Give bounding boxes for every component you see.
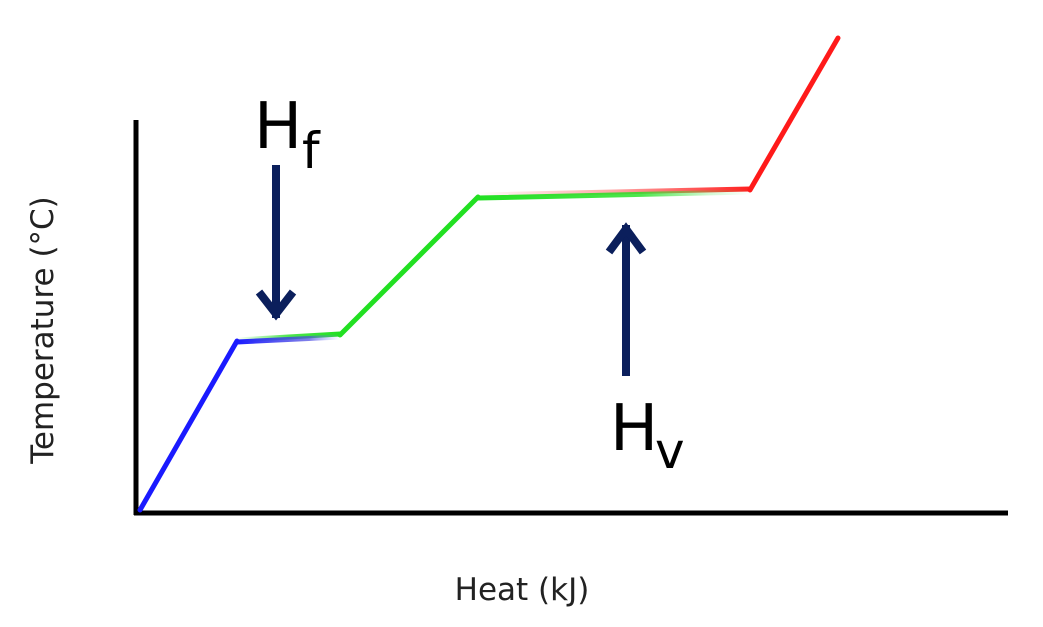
boiling-plateau-top <box>475 186 753 198</box>
boiling-plateau <box>475 189 753 201</box>
hf-main: H <box>254 90 302 164</box>
hv-sub: v <box>655 422 685 480</box>
hf-arrow-head <box>255 289 297 321</box>
solid-segment <box>137 338 240 513</box>
x-axis-label: Heat (kJ) <box>455 572 590 608</box>
melting-plateau <box>234 334 343 345</box>
hv-arrow-head <box>605 222 647 255</box>
gas-segment <box>747 35 841 193</box>
liquid-segment <box>337 194 481 338</box>
hv-main: H <box>610 392 658 466</box>
heating-curve <box>137 35 841 513</box>
y-axis-label: Temperature (°C) <box>25 196 61 465</box>
arrows <box>255 165 647 376</box>
hf-sub: f <box>302 122 321 180</box>
